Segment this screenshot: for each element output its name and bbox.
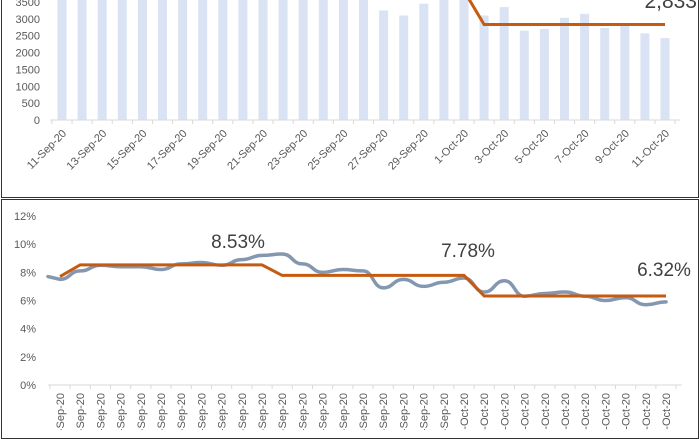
x-tick-label: 16-Sep-20	[156, 393, 168, 430]
bar	[117, 0, 127, 121]
bar	[379, 10, 389, 120]
daily-count-chart-panel	[1, 0, 699, 198]
x-tick-label: 9-Oct-20	[621, 393, 633, 430]
average-annotation: 7.78%	[441, 241, 495, 262]
x-tick-label: 21-Sep-20	[257, 393, 269, 430]
y-tick-label: 10%	[14, 239, 36, 251]
daily-count-chart: 050010001500200025003000350011-Sep-2013-…	[16, 0, 697, 172]
x-tick-label: 6-Oct-20	[560, 393, 572, 430]
bar	[600, 27, 610, 120]
bar	[137, 0, 147, 121]
bar	[419, 3, 429, 120]
average-annotation: 2,833	[644, 0, 697, 13]
bar	[278, 0, 288, 121]
x-tick-label: 2-Oct-20	[479, 393, 491, 430]
y-tick-label: 500	[22, 98, 40, 110]
x-tick-label: 26-Sep-20	[358, 393, 370, 430]
average-annotation: 8.53%	[211, 232, 265, 253]
x-tick-label: 5-Oct-20	[540, 393, 552, 430]
x-tick-label: 13-Sep-20	[95, 393, 107, 430]
bar	[359, 0, 368, 121]
y-tick-label: 2%	[20, 352, 36, 364]
average-line	[467, 0, 665, 26]
y-tick-label: 1500	[16, 64, 40, 76]
bar	[318, 0, 328, 121]
x-tick-label: 25-Sep-20	[338, 393, 350, 430]
bar	[258, 0, 268, 121]
x-tick-label: 10-Oct-20	[641, 393, 653, 430]
x-tick-label: 28-Sep-20	[398, 393, 410, 430]
bar	[620, 23, 630, 121]
x-tick-label: 3-Oct-20	[499, 393, 511, 430]
bar	[158, 0, 167, 121]
bar	[580, 13, 590, 120]
x-tick-label: 27-Sep-20	[378, 393, 390, 430]
bar	[338, 0, 348, 121]
bar	[97, 0, 107, 121]
bar	[178, 0, 188, 121]
bar	[399, 15, 409, 120]
bar	[298, 0, 308, 121]
x-tick-label: 12-Sep-20	[75, 393, 87, 430]
x-tick-label: 29-Sep-20	[419, 393, 431, 430]
bar	[499, 7, 509, 120]
x-tick-label: 8-Oct-20	[600, 393, 612, 430]
x-tick-label: 4-Oct-20	[520, 393, 532, 430]
x-tick-label: 18-Sep-20	[196, 393, 208, 430]
y-tick-label: 2000	[16, 48, 40, 60]
bar	[439, 0, 449, 121]
x-tick-label: 24-Sep-20	[318, 393, 330, 430]
x-tick-label: 11-Sep-20	[55, 393, 67, 430]
bar	[238, 0, 248, 121]
bar	[459, 0, 469, 121]
y-tick-label: 0	[34, 115, 40, 127]
average-rate-line	[59, 263, 666, 298]
x-tick-label: 23-Sep-20	[297, 393, 309, 430]
x-tick-label: 1-Oct-20	[459, 393, 471, 430]
x-tick-label: 20-Sep-20	[237, 393, 249, 430]
x-tick-label: 22-Sep-20	[277, 393, 289, 430]
bar	[640, 33, 650, 120]
bar	[218, 0, 228, 121]
x-tick-label: 15-Sep-20	[136, 393, 148, 430]
x-tick-label: 19-Sep-20	[217, 393, 229, 430]
bar	[660, 38, 670, 120]
average-annotation: 6.32%	[637, 260, 691, 281]
bar	[57, 0, 67, 121]
x-tick-label: 30-Sep-20	[439, 393, 451, 430]
x-tick-label: 11-Oct-20	[661, 393, 673, 430]
y-tick-label: 3500	[16, 0, 40, 9]
y-tick-label: 12%	[14, 211, 36, 223]
bar	[560, 17, 569, 120]
x-tick-label: 7-Oct-20	[580, 393, 592, 430]
y-tick-label: 1000	[16, 81, 40, 93]
bar	[77, 0, 87, 121]
rate-chart: 0% 2% 4% 6% 8% 10% 12% 11-Sep-20 12-Sep-20 13-Sep…	[14, 211, 691, 430]
y-tick-label: 4%	[20, 324, 36, 336]
daily-rate-line	[46, 252, 668, 307]
bar	[479, 15, 489, 120]
y-tick-label: 3000	[16, 14, 40, 26]
y-tick-label: 0%	[20, 380, 36, 392]
x-tick-label: 17-Sep-20	[176, 393, 188, 430]
bar	[539, 28, 549, 120]
y-tick-label: 6%	[20, 296, 36, 308]
y-tick-label: 8%	[20, 267, 36, 279]
y-tick-label: 2500	[16, 31, 40, 43]
bar	[198, 0, 208, 121]
bar	[519, 30, 529, 120]
x-tick-label: 14-Sep-20	[116, 393, 128, 430]
